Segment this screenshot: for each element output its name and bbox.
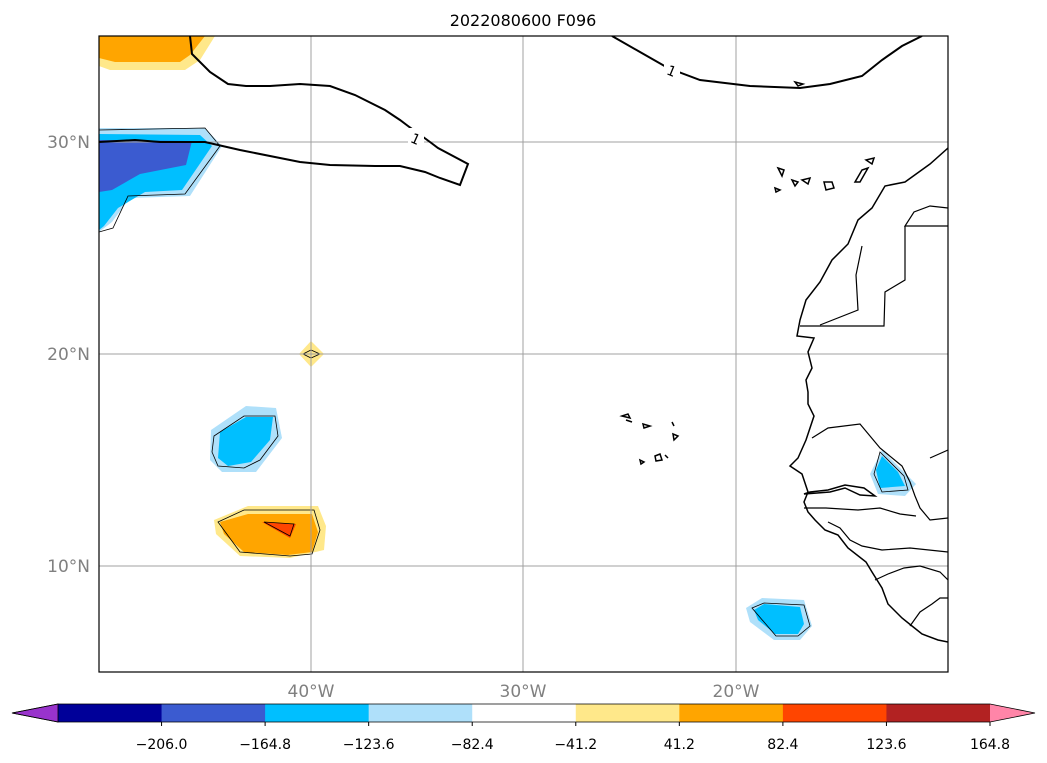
madeira-azores	[793, 80, 806, 87]
contour-outline-lower-core	[263, 521, 295, 537]
lon-labels: 40°W 30°W 20°W	[288, 682, 760, 702]
colorbar-outline-left	[11, 703, 59, 723]
border-liberia	[909, 597, 948, 627]
anomaly-fills	[99, 36, 916, 640]
country-borders	[800, 205, 948, 627]
anomaly-contour-lines	[99, 127, 909, 637]
colorbar-tick-label: 164.8	[970, 737, 1010, 753]
border-guinea	[827, 521, 948, 553]
colorbar-tick-label: −41.2	[554, 737, 597, 753]
west-africa-coast	[803, 484, 878, 497]
contour-label-bg-left	[408, 128, 424, 148]
colorbar: −206.0 −164.8 −123.6 −82.4 −41.2 41.2 82.4 123.…	[11, 703, 1036, 753]
border-mali-senegal	[811, 423, 948, 521]
positive-anomaly-top-left-core	[99, 36, 205, 62]
contour-line-left	[99, 36, 470, 187]
colorbar-segment	[782, 704, 887, 722]
negative-anomaly-senegal	[876, 456, 905, 488]
colorbar-ticks: −206.0 −164.8 −123.6 −82.4 −41.2 41.2 82.4 123.…	[136, 722, 1010, 753]
colorbar-tick-label: −82.4	[451, 737, 494, 753]
chart-title: 2022080600 F096	[450, 11, 597, 30]
lon-label-30w: 30°W	[500, 682, 547, 702]
border-mauritania	[819, 245, 863, 326]
colorbar-tick-label: −164.8	[239, 737, 291, 753]
border-morocco-algeria	[903, 205, 948, 227]
lat-labels: 30°N 20°N 10°N	[47, 133, 90, 577]
colorbar-extend-low	[12, 704, 58, 722]
lat-label-10n: 10°N	[47, 557, 90, 577]
border-western-sahara	[800, 226, 906, 327]
colorbar-extend-high	[990, 704, 1035, 722]
negative-anomaly-gulf	[754, 604, 804, 634]
africa-coastline	[788, 147, 948, 643]
colorbar-segment	[161, 704, 266, 722]
border-gambia	[804, 507, 917, 517]
contour-outline-left	[99, 127, 221, 233]
contour-line-top	[611, 36, 923, 90]
border-mali-east	[929, 449, 948, 459]
contour-outline-lower	[217, 509, 321, 557]
colorbar-segment	[472, 704, 577, 722]
lat-label-20n: 20°N	[47, 345, 90, 365]
coastlines	[619, 80, 948, 643]
colorbar-tick-label: −123.6	[343, 737, 395, 753]
contour-outline-senegal	[873, 451, 909, 493]
colorbar-tick-label: −206.0	[136, 737, 188, 753]
lat-label-30n: 30°N	[47, 133, 90, 153]
canary-islands	[773, 156, 876, 194]
contour-outline-mid	[211, 415, 279, 469]
cape-verde-islands	[619, 413, 680, 466]
lon-label-20w: 20°W	[713, 682, 760, 702]
negative-anomaly-left-core	[99, 140, 192, 192]
colorbar-tick-label: 123.6	[866, 737, 906, 753]
colorbar-tick-label: 41.2	[664, 737, 695, 753]
contour-label-bg-top	[664, 60, 680, 80]
colorbar-segments	[11, 703, 1036, 723]
border-sierra-leone	[874, 565, 948, 581]
contour-outline-gulf	[751, 602, 811, 637]
negative-anomaly-mid	[218, 417, 273, 466]
gridlines	[99, 36, 948, 672]
colorbar-segment	[575, 704, 680, 722]
colorbar-segment	[368, 704, 473, 722]
colorbar-segment	[886, 704, 991, 722]
map-frame	[98, 35, 949, 673]
colorbar-tick-label: 82.4	[767, 737, 798, 753]
contour-labels: 1 1	[408, 60, 680, 149]
map-panel: 1 1	[98, 35, 949, 673]
lon-label-40w: 40°W	[288, 682, 335, 702]
colorbar-segment	[679, 704, 784, 722]
colorbar-segment	[58, 704, 163, 722]
contour-lines-1	[99, 36, 923, 187]
colorbar-segment	[265, 704, 370, 722]
